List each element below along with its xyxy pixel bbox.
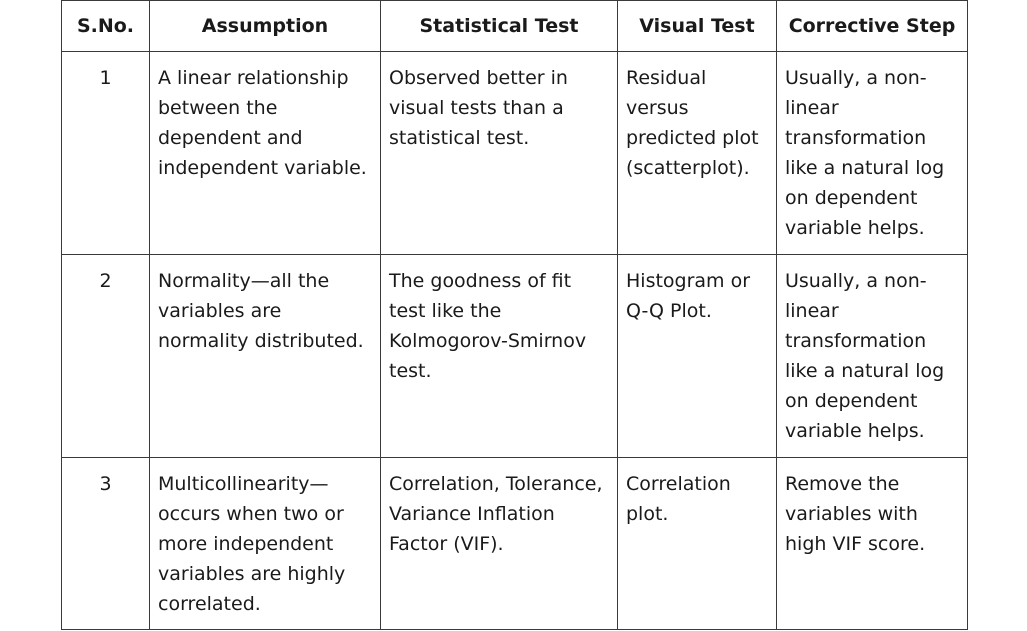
cell-visual-test: Residual versus predicted plot (scatterp… <box>617 51 777 255</box>
cell-sno: 2 <box>61 254 150 458</box>
header-corrective-step: Corrective Step <box>776 0 968 52</box>
cell-assumption: Normality—all the variables are normalit… <box>149 254 381 458</box>
cell-assumption: A linear relationship between the depend… <box>149 51 381 255</box>
header-visual-test: Visual Test <box>617 0 777 52</box>
cell-sno: 3 <box>61 457 150 630</box>
table-row: 3 Multicollinearity—occurs when two or m… <box>61 457 968 630</box>
header-statistical-test: Statistical Test <box>380 0 618 52</box>
header-assumption: Assumption <box>149 0 381 52</box>
header-sno: S.No. <box>61 0 150 52</box>
assumptions-table: S.No. Assumption Statistical Test Visual… <box>61 0 968 630</box>
cell-statistical-test: Correlation, Tolerance, Variance Inflati… <box>380 457 618 630</box>
cell-statistical-test: Observed better in visual tests than a s… <box>380 51 618 255</box>
cell-visual-test: Histogram or Q-Q Plot. <box>617 254 777 458</box>
table-row: 1 A linear relationship between the depe… <box>61 51 968 255</box>
cell-statistical-test: The goodness of fit test like the Kolmog… <box>380 254 618 458</box>
cell-corrective-step: Usually, a non-linear transformation lik… <box>776 254 968 458</box>
cell-visual-test: Correlation plot. <box>617 457 777 630</box>
header-row: S.No. Assumption Statistical Test Visual… <box>61 0 968 52</box>
table-row: 2 Normality—all the variables are normal… <box>61 254 968 458</box>
cell-sno: 1 <box>61 51 150 255</box>
cell-corrective-step: Usually, a non-linear transformation lik… <box>776 51 968 255</box>
cell-assumption: Multicollinearity—occurs when two or mor… <box>149 457 381 630</box>
cell-corrective-step: Remove the variables with high VIF score… <box>776 457 968 630</box>
